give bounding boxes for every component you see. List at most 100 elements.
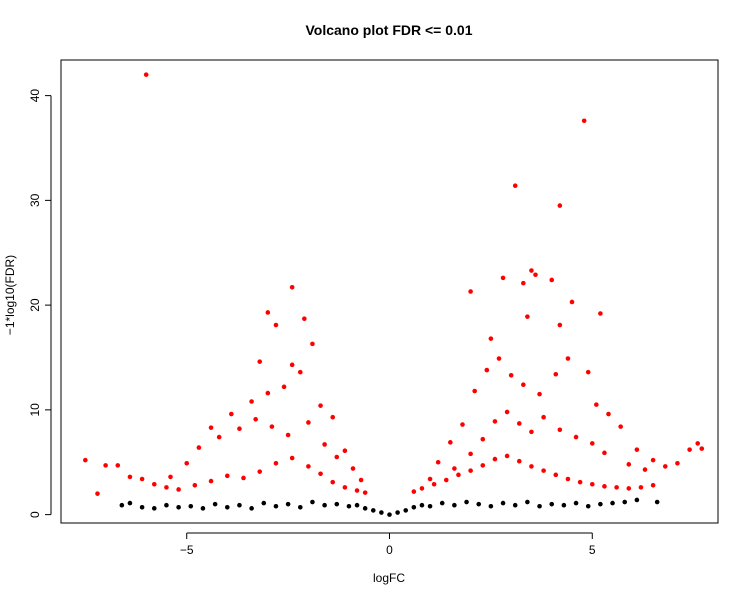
data-point	[257, 469, 263, 474]
data-point	[164, 502, 169, 508]
y-tick-label: 40	[28, 89, 42, 103]
data-point	[675, 460, 680, 466]
data-point	[634, 497, 640, 503]
data-point	[427, 503, 433, 509]
data-point	[306, 464, 311, 469]
data-point	[151, 506, 157, 511]
data-point	[427, 476, 433, 482]
data-point	[525, 499, 530, 505]
data-point	[354, 502, 360, 508]
data-point	[464, 499, 469, 505]
data-point	[273, 460, 279, 466]
data-point	[350, 466, 356, 471]
data-point	[322, 442, 327, 447]
data-point	[614, 485, 619, 490]
data-point	[594, 402, 599, 407]
data-point	[310, 341, 315, 347]
data-point	[208, 425, 214, 430]
x-tick-label: 0	[386, 543, 393, 557]
data-point	[626, 462, 632, 467]
data-point	[557, 203, 563, 208]
data-point	[537, 391, 542, 397]
data-point	[504, 453, 510, 459]
data-point	[285, 432, 291, 438]
data-point	[143, 72, 149, 77]
data-point	[358, 477, 364, 483]
data-point	[565, 476, 571, 482]
data-point	[492, 419, 498, 424]
data-point	[557, 322, 563, 328]
data-point	[537, 503, 542, 509]
data-point	[176, 504, 181, 510]
data-point	[508, 373, 514, 378]
data-point	[224, 473, 230, 479]
data-point	[452, 466, 457, 471]
data-point	[188, 503, 194, 509]
data-point	[387, 512, 392, 517]
data-point	[318, 403, 323, 408]
data-point	[419, 502, 425, 508]
data-point	[549, 277, 555, 283]
data-point	[216, 434, 222, 440]
data-point	[496, 356, 502, 361]
data-point	[196, 445, 202, 450]
data-point	[541, 414, 546, 420]
data-point	[362, 506, 368, 511]
data-point	[521, 280, 526, 286]
data-point	[443, 477, 449, 483]
data-point	[638, 485, 644, 490]
data-point	[512, 183, 518, 189]
y-tick-label: 20	[28, 298, 42, 312]
data-point	[289, 362, 295, 368]
data-point	[516, 458, 522, 464]
data-point	[411, 504, 417, 510]
data-point	[379, 510, 384, 515]
data-point	[249, 506, 254, 511]
data-point	[103, 463, 108, 468]
data-point	[306, 420, 311, 425]
data-point	[168, 474, 173, 480]
data-point	[521, 382, 526, 388]
data-point	[139, 476, 145, 482]
data-point	[439, 500, 445, 506]
data-point	[395, 510, 400, 515]
data-point	[289, 285, 295, 290]
x-tick-label: 5	[589, 543, 596, 557]
data-point	[119, 502, 125, 508]
data-point	[411, 489, 417, 494]
data-point	[403, 508, 409, 513]
data-point	[273, 322, 279, 328]
data-point	[241, 475, 246, 481]
data-point	[456, 472, 461, 478]
data-point	[553, 371, 559, 377]
data-point	[342, 485, 348, 490]
data-point	[448, 440, 453, 445]
data-point	[606, 411, 611, 417]
data-point	[302, 316, 307, 322]
data-point	[362, 490, 368, 495]
data-point	[557, 427, 563, 433]
data-point	[212, 501, 218, 507]
data-point	[468, 451, 473, 457]
data-point	[565, 356, 571, 361]
data-point	[164, 485, 169, 490]
data-point	[480, 436, 486, 442]
data-point	[452, 502, 457, 508]
data-point	[257, 359, 263, 364]
data-point	[261, 500, 267, 506]
data-point	[662, 464, 668, 469]
data-point	[634, 447, 640, 452]
data-point	[529, 464, 534, 469]
data-point	[569, 299, 575, 305]
data-point	[297, 504, 303, 510]
y-axis-label: −1*log10(FDR)	[3, 255, 17, 335]
data-point	[602, 484, 607, 489]
data-point	[585, 503, 591, 509]
data-point	[516, 421, 522, 426]
data-point	[297, 369, 303, 375]
data-point	[650, 482, 656, 488]
data-point	[139, 504, 145, 510]
y-tick-label: 10	[28, 403, 42, 417]
data-point	[472, 388, 477, 394]
